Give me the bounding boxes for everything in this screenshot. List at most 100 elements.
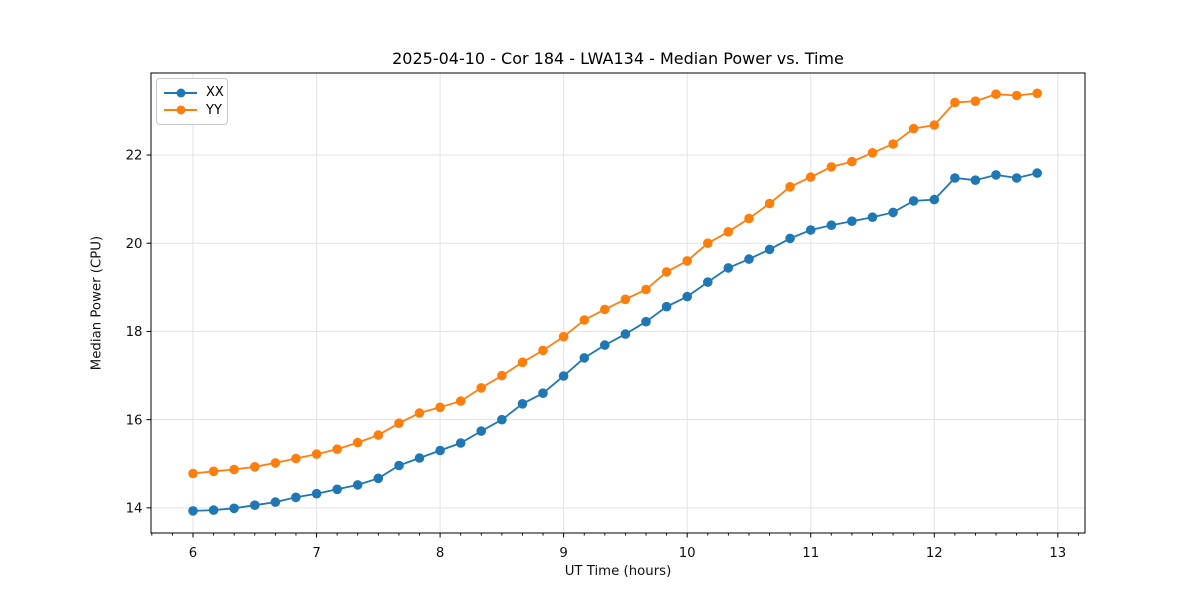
data-point [332, 484, 343, 495]
data-point [661, 267, 672, 277]
data-point [414, 408, 425, 418]
data-point [600, 304, 610, 315]
data-point [764, 244, 775, 255]
svg-text:6: 6 [189, 546, 197, 561]
series-yy [188, 88, 1042, 479]
data-point [538, 388, 548, 399]
data-point [805, 225, 816, 235]
data-point [991, 89, 1001, 99]
chart-title: 2025-04-10 - Cor 184 - LWA134 - Median P… [392, 49, 844, 68]
data-point [970, 96, 981, 106]
data-point [455, 396, 466, 406]
data-point [950, 97, 960, 108]
data-point [723, 263, 734, 273]
data-point [394, 460, 404, 471]
data-point [352, 480, 363, 490]
legend-entry-xx: XX [164, 86, 224, 99]
data-point [229, 464, 239, 475]
data-point [352, 437, 363, 448]
data-point [291, 492, 301, 503]
data-point [641, 284, 651, 295]
svg-text:18: 18 [126, 325, 143, 340]
data-point [764, 198, 775, 209]
data-point [785, 182, 795, 192]
data-point [970, 175, 981, 185]
series-xx-line [192, 172, 1038, 512]
data-point [311, 449, 322, 459]
svg-text:9: 9 [559, 546, 567, 561]
data-point [867, 148, 878, 158]
data-point [229, 503, 239, 514]
data-point [455, 438, 466, 448]
data-point [991, 170, 1001, 180]
svg-text:10: 10 [679, 546, 696, 561]
legend-label-xx: XX [206, 85, 224, 101]
data-point [476, 383, 487, 393]
series-xx-markers [188, 168, 1042, 516]
data-point [888, 139, 898, 149]
data-point [908, 123, 919, 134]
data-point [208, 505, 219, 515]
data-point [517, 399, 528, 409]
data-point [641, 316, 651, 327]
data-point [1032, 168, 1042, 178]
data-point [661, 301, 672, 312]
data-point [703, 238, 713, 248]
data-point [208, 466, 219, 477]
svg-text:14: 14 [126, 502, 143, 517]
svg-text:7: 7 [312, 546, 320, 561]
data-point [600, 340, 610, 350]
svg-text:8: 8 [436, 546, 444, 561]
data-point [497, 414, 507, 425]
data-point [579, 353, 590, 363]
data-point [311, 488, 322, 499]
data-point [847, 156, 857, 167]
data-point [394, 418, 404, 429]
data-point [250, 500, 260, 511]
data-point [1011, 173, 1022, 183]
series-xx-swatch-icon [164, 87, 197, 98]
data-point [744, 254, 754, 264]
data-point [435, 445, 445, 456]
data-point [373, 430, 384, 440]
series-yy-markers [188, 88, 1042, 479]
data-point [1032, 88, 1042, 99]
data-point [270, 497, 281, 507]
x-tick-labels: 6 7 8 9 10 11 12 13 [189, 546, 1067, 561]
data-point [435, 402, 445, 413]
data-point [682, 256, 692, 266]
data-point [291, 453, 301, 464]
svg-text:22: 22 [126, 149, 143, 164]
data-point [188, 468, 198, 479]
svg-text:20: 20 [126, 237, 143, 252]
svg-text:11: 11 [802, 546, 819, 561]
data-point [270, 458, 281, 468]
svg-text:12: 12 [926, 546, 943, 561]
data-point [476, 426, 487, 436]
series-yy-swatch-icon [164, 105, 197, 116]
data-point [785, 233, 795, 244]
data-point [929, 120, 940, 130]
data-point [620, 294, 631, 305]
x-axis-label: UT Time (hours) [564, 564, 672, 579]
legend-label-yy: YY [206, 102, 222, 118]
data-point [250, 462, 260, 472]
data-point [744, 213, 754, 224]
data-point [929, 194, 940, 205]
data-point [805, 172, 816, 182]
data-point [826, 162, 837, 172]
data-point [888, 207, 898, 218]
data-point [867, 212, 878, 222]
data-point [620, 329, 631, 339]
y-axis-label: Median Power (CPU) [89, 235, 105, 371]
data-point [908, 196, 919, 206]
axes-spines [150, 72, 1086, 534]
data-point [517, 357, 528, 368]
series-xx [188, 168, 1042, 516]
legend-entry-yy: YY [164, 102, 222, 118]
data-point [950, 173, 960, 183]
data-point [558, 371, 569, 381]
data-point [538, 345, 548, 356]
